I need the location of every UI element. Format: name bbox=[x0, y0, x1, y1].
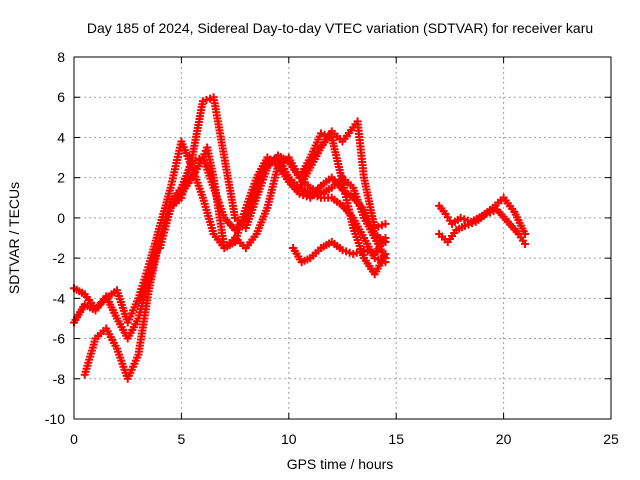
grid bbox=[74, 57, 611, 419]
data-point bbox=[381, 219, 390, 228]
plot-frame bbox=[73, 56, 612, 420]
y-tick-label: 6 bbox=[57, 89, 65, 105]
x-tick-label: 25 bbox=[603, 431, 619, 447]
y-tick-label: -4 bbox=[53, 290, 66, 306]
axis-ticks: 0 5 10 15 20 25 -10 -8 -6 -4 -2 0 2 4 6 8 bbox=[45, 49, 619, 447]
y-tick-label: 0 bbox=[57, 210, 65, 226]
y-tick-label: 2 bbox=[57, 170, 65, 186]
series-trace-5 bbox=[289, 234, 390, 267]
chart-title: Day 185 of 2024, Sidereal Day-to-day VTE… bbox=[87, 20, 593, 36]
y-tick-label: 8 bbox=[57, 49, 65, 65]
x-tick-label: 15 bbox=[388, 431, 404, 447]
x-tick-label: 20 bbox=[496, 431, 512, 447]
x-axis-label: GPS time / hours bbox=[287, 456, 394, 472]
x-tick-label: 0 bbox=[70, 431, 78, 447]
x-tick-label: 5 bbox=[178, 431, 186, 447]
series-trace-8 bbox=[435, 205, 530, 249]
data-point bbox=[381, 234, 390, 242]
y-tick-label: -10 bbox=[45, 411, 65, 427]
x-tick-label: 10 bbox=[281, 431, 297, 447]
y-axis-label: SDTVAR / TECUs bbox=[6, 182, 22, 294]
y-tick-label: 4 bbox=[57, 129, 65, 145]
series-layer bbox=[70, 93, 530, 383]
series-trace-6 bbox=[295, 117, 390, 232]
y-tick-label: -2 bbox=[53, 250, 66, 266]
y-tick-label: -8 bbox=[53, 371, 66, 387]
y-tick-label: -6 bbox=[53, 331, 66, 347]
data-point bbox=[381, 254, 390, 263]
data-point bbox=[521, 240, 530, 249]
